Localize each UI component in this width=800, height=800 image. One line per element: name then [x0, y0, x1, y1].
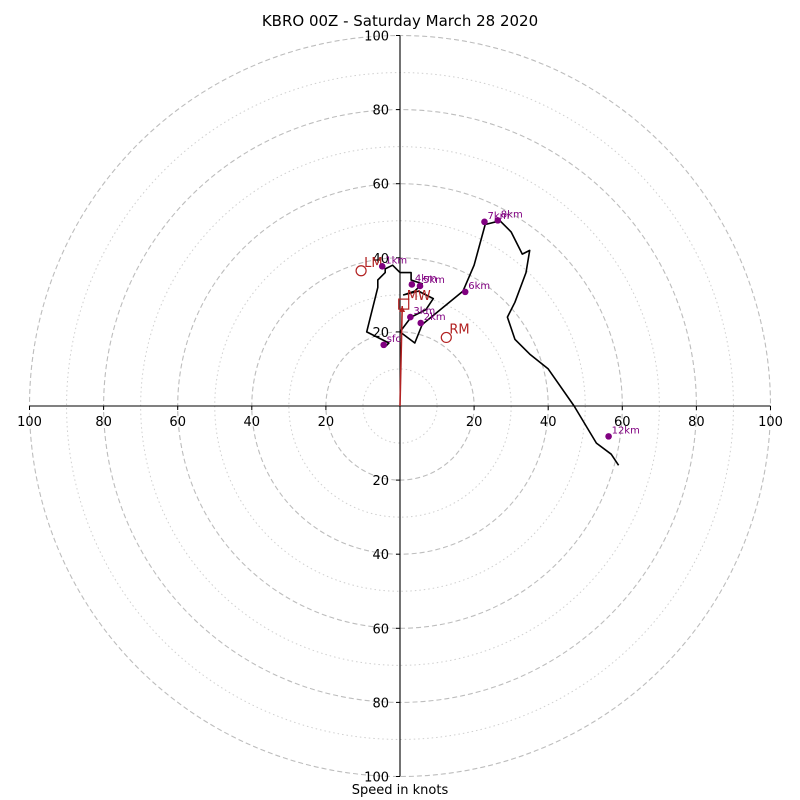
storm-motion-rm-marker	[440, 331, 452, 344]
x-tick-label: 20	[466, 415, 483, 430]
storm-motion-mw-marker	[398, 298, 410, 310]
height-marker-6km	[461, 288, 469, 296]
hodograph-line	[365, 220, 620, 466]
storm-motion-rm-label: RM	[449, 322, 469, 337]
x-tick-label: 80	[688, 415, 705, 430]
x-tick-label: 20	[318, 415, 335, 430]
height-label-6km: 6km	[468, 281, 490, 292]
height-marker-4km	[408, 281, 416, 288]
y-tick-label: 100	[364, 771, 389, 786]
height-marker-2km	[417, 319, 425, 327]
height-marker-8km	[494, 217, 502, 224]
y-tick-label: 100	[364, 30, 389, 45]
height-label-2km: 2km	[424, 312, 446, 323]
x-tick-label: 100	[758, 415, 783, 430]
height-marker-12km	[605, 433, 612, 440]
y-tick-label: 40	[372, 252, 389, 267]
height-label-sfc: sfc	[387, 334, 401, 345]
y-tick-label: 60	[372, 622, 389, 637]
height-label-8km: 8km	[501, 209, 523, 220]
height-label-5km: 5km	[423, 275, 445, 286]
height-marker-5km	[416, 282, 424, 290]
height-marker-7km	[481, 218, 488, 226]
height-label-4km: 4km	[415, 273, 437, 284]
x-tick-label: 60	[169, 415, 186, 430]
storm-motion-vector	[399, 305, 404, 407]
x-tick-label: 100	[17, 415, 42, 430]
y-tick-label: 80	[372, 104, 389, 119]
y-tick-label: 20	[372, 474, 389, 489]
chart-title: KBRO 00Z - Saturday March 28 2020	[261, 12, 539, 30]
height-marker-sfc	[380, 341, 387, 349]
height-marker-1km	[378, 263, 386, 270]
y-tick-label: 80	[372, 696, 389, 711]
height-label-7km: 7km	[487, 211, 509, 222]
storm-motion-mw-label: MW	[407, 289, 431, 304]
height-label-3km: 3km	[413, 306, 435, 317]
storm-motion-lm-label: LM	[364, 256, 382, 271]
height-marker-3km	[407, 313, 414, 321]
y-tick-label: 40	[372, 548, 389, 563]
x-tick-label: 60	[614, 415, 631, 430]
height-label-1km: 1km	[385, 255, 407, 266]
storm-motion-lm-marker	[355, 265, 367, 277]
x-tick-label: 80	[95, 415, 112, 430]
y-tick-label: 60	[372, 178, 389, 193]
height-label-12km: 12km	[612, 425, 640, 436]
x-axis-label: Speed in knots	[351, 783, 449, 798]
x-tick-label: 40	[540, 415, 557, 430]
x-tick-label: 40	[244, 415, 261, 430]
